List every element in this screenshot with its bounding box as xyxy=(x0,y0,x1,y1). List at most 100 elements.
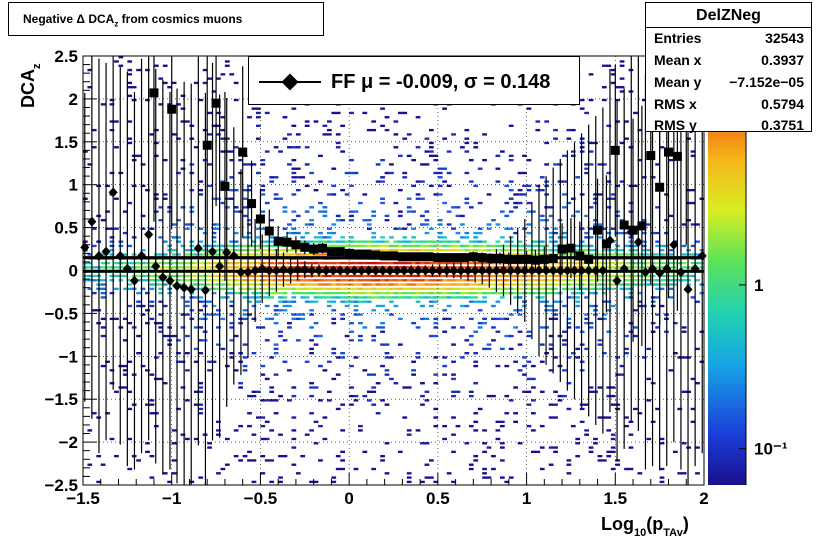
y-tick-label: 1.5 xyxy=(54,133,78,152)
heat-cell xyxy=(575,274,581,278)
heat-cell xyxy=(127,73,133,76)
heat-cell xyxy=(198,326,204,329)
heat-cell xyxy=(482,472,487,475)
heat-cell xyxy=(331,476,337,479)
heat-cell xyxy=(340,244,346,248)
marker-diamond xyxy=(591,265,601,276)
heat-cell xyxy=(353,300,359,303)
heat-cell xyxy=(313,386,319,389)
heat-cell xyxy=(122,373,128,376)
marker-square xyxy=(167,104,177,114)
heat-cell xyxy=(562,369,567,372)
heat-cell xyxy=(304,253,310,256)
heat-cell xyxy=(384,287,390,291)
heat-cell xyxy=(295,249,301,252)
heat-cell xyxy=(211,90,217,93)
heat-cell xyxy=(185,274,190,278)
heat-cell xyxy=(606,309,612,312)
heat-cell xyxy=(495,223,501,226)
marker-square xyxy=(459,253,469,263)
heat-cell xyxy=(362,283,368,286)
heat-cell xyxy=(681,326,687,329)
heat-cell xyxy=(295,176,301,179)
heat-cell xyxy=(362,369,368,372)
heat-cell xyxy=(309,279,314,282)
heat-cell xyxy=(424,279,430,282)
heat-cell xyxy=(606,330,612,333)
heat-cell xyxy=(313,236,319,239)
heat-cell xyxy=(601,352,607,355)
heat-cell xyxy=(211,313,217,316)
heat-cell xyxy=(242,356,248,359)
heat-cell xyxy=(535,244,541,248)
heat-cell xyxy=(127,390,133,393)
heat-cell xyxy=(424,283,430,286)
heat-cell xyxy=(637,128,643,132)
heat-cell xyxy=(149,266,155,269)
heat-cell xyxy=(548,287,554,291)
heat-cell xyxy=(526,330,532,333)
heat-cell xyxy=(291,261,297,265)
heat-cell xyxy=(340,356,346,359)
heat-cell xyxy=(326,193,332,196)
heat-cell xyxy=(251,249,257,252)
heat-cell xyxy=(411,240,416,243)
heat-cell xyxy=(158,326,164,329)
marker-diamond xyxy=(683,284,693,295)
heat-cell xyxy=(455,424,461,428)
heat-cell xyxy=(260,437,266,441)
heat-cell xyxy=(499,446,505,449)
heat-cell xyxy=(464,283,470,286)
heat-cell xyxy=(349,158,354,162)
heat-cell xyxy=(105,210,110,213)
heat-cell xyxy=(242,206,248,209)
heat-cell xyxy=(278,249,283,252)
heat-cell xyxy=(668,369,674,372)
heat-cell xyxy=(633,283,638,286)
heat-cell xyxy=(446,223,452,226)
heat-cell xyxy=(180,158,186,162)
heat-cell xyxy=(424,442,430,445)
heat-cell xyxy=(486,287,492,291)
heat-cell xyxy=(300,454,306,458)
heat-cell xyxy=(326,231,332,235)
heat-cell xyxy=(255,287,261,291)
heat-cell xyxy=(455,291,461,295)
heat-cell xyxy=(526,158,532,162)
heat-cell xyxy=(211,244,217,248)
heat-cell xyxy=(486,446,492,449)
heat-cell xyxy=(402,227,408,230)
heat-cell xyxy=(659,437,665,441)
heat-cell xyxy=(162,253,168,256)
heat-cell xyxy=(140,287,146,291)
heat-cell xyxy=(371,296,377,299)
heat-cell xyxy=(335,296,341,299)
heat-cell xyxy=(366,244,372,248)
heat-cell xyxy=(397,261,403,265)
heat-cell xyxy=(273,412,279,415)
marker-diamond xyxy=(137,250,147,261)
marker-square xyxy=(211,98,221,108)
heat-cell xyxy=(517,188,523,192)
heat-cell xyxy=(176,236,181,239)
heat-cell xyxy=(96,454,102,458)
heat-cell xyxy=(575,300,581,303)
heat-cell xyxy=(411,321,416,325)
heat-cell xyxy=(114,266,119,269)
heat-cell xyxy=(433,296,439,299)
heat-cell xyxy=(140,304,146,308)
heat-cell xyxy=(504,244,510,248)
heat-cell xyxy=(375,296,381,299)
heat-cell xyxy=(180,313,186,316)
heat-cell xyxy=(460,249,465,252)
heat-cell xyxy=(318,399,323,402)
heat-cell xyxy=(633,274,638,278)
heat-cell xyxy=(495,300,501,303)
heat-cell xyxy=(539,249,545,252)
marker-square xyxy=(486,253,496,263)
heat-cell xyxy=(295,291,301,295)
heat-cell xyxy=(584,231,589,235)
heat-cell xyxy=(491,304,496,308)
heat-cell xyxy=(508,197,514,200)
heat-cell xyxy=(615,98,621,102)
